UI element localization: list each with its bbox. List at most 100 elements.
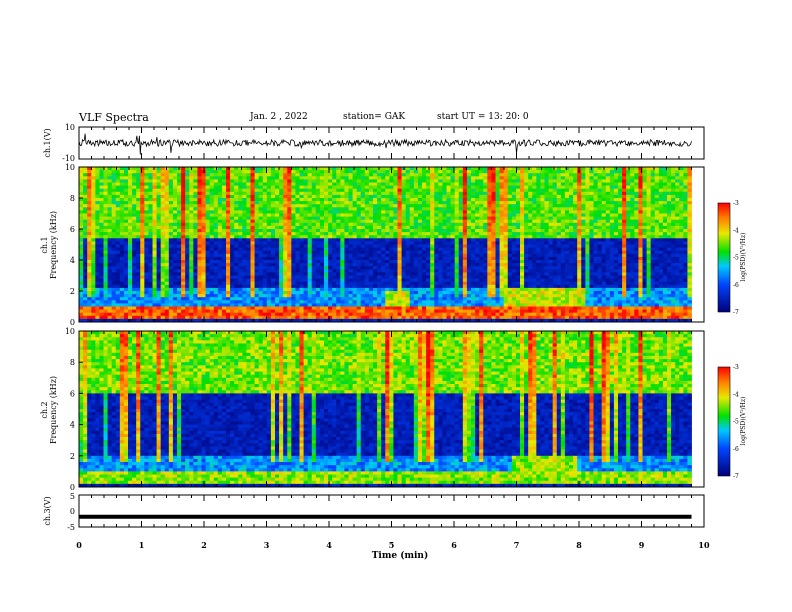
spectrogram-cell [393,263,398,267]
spectrogram-cell [642,185,647,190]
spectrogram-cell [585,173,590,177]
spectrogram-cell [520,198,525,202]
spectrogram-cell [164,191,170,196]
spectrogram-cell [303,176,309,180]
spectrogram-cell [144,247,149,252]
spectrogram-cell [128,244,133,248]
spectrogram-cell [307,179,313,183]
spectrogram-cell [307,210,313,214]
spectrogram-cell [483,250,488,255]
spectrogram-cell [128,256,133,261]
spectrogram-cell [177,241,182,245]
spectrogram-cell [197,201,202,205]
spectrogram-cell [667,229,672,233]
spectrogram-cell [303,247,309,252]
spectrogram-cell [185,232,190,236]
spectrogram-cell [79,185,84,190]
spectrogram-cell [548,263,554,267]
spectrogram-cell [601,253,607,258]
spectrogram-cell [377,219,382,224]
spectrogram-cell [564,260,570,264]
spectrogram-cell [160,222,166,227]
spectrogram-cell [515,219,521,224]
spectrogram-cell [324,191,329,196]
spectrogram-cell [556,210,562,214]
spectrogram-cell [132,256,137,261]
spectrogram-cell [368,266,374,270]
spectrogram-cell [454,176,460,180]
spectrogram-cell [242,167,247,171]
spectrogram-cell [609,176,615,180]
spectrogram-cell [136,167,141,171]
spectrogram-cell [569,238,574,242]
spectrogram-cell [295,222,300,227]
spectrogram-cell [458,250,464,255]
spectrogram-cell [389,185,394,190]
spectrogram-cell [524,191,529,196]
spectrogram-cell [471,244,476,248]
spectrogram-cell [258,219,264,224]
spectrogram-cell [491,235,496,239]
spectrogram-cell [352,238,358,242]
spectrogram-cell [573,229,578,233]
spectrogram-cell [95,213,100,217]
spectrogram-cell [377,216,382,221]
spectrogram-cell [499,229,505,233]
spectrogram-cell [564,263,570,267]
spectrogram-cell [671,198,676,202]
spectrogram-cell [524,235,529,239]
spectrogram-cell [556,204,562,208]
spectrogram-cell [156,188,162,193]
spectrogram-cell [360,173,366,177]
spectrogram-cell [315,185,321,190]
spectrogram-cell [99,198,104,202]
spectrogram-cell [528,170,533,174]
spectrogram-cell [520,213,525,217]
spectrogram-cell [356,191,362,196]
spectrogram-cell [426,244,431,248]
spectrogram-cell [217,225,223,230]
spectrogram-cell [569,167,574,171]
spectrogram-cell [303,213,309,217]
spectrogram-cell [544,263,549,267]
spectrogram-cell [446,241,451,245]
spectrogram-cell [201,194,206,199]
spectrogram-cell [503,188,509,193]
spectrogram-cell [413,250,419,255]
spectrogram-cell [83,194,88,199]
spectrogram-cell [479,250,484,255]
spectrogram-cell [422,222,427,227]
spectrogram-cell [152,198,157,202]
spectrogram-cell [279,263,284,267]
spectrogram-cell [128,201,133,205]
spectrogram-cell [324,204,329,208]
spectrogram-cell [315,194,321,199]
spectrogram-cell [548,235,554,239]
spectrogram-cell [132,229,137,233]
spectrogram-cell [91,191,96,196]
spectrogram-cell [262,191,268,196]
spectrogram-cell [679,201,684,205]
spectrogram-cell [450,263,456,267]
spectrogram-cell [544,241,549,245]
spectrogram-cell [324,173,329,177]
spectrogram-cell [140,263,145,267]
spectrogram-cell [687,250,692,255]
spectrogram-cell [544,238,549,242]
spectrogram-cell [491,167,496,171]
spectrogram-cell [491,232,496,236]
spectrogram-cell [242,232,247,236]
spectrogram-cell [95,238,100,242]
spectrogram-cell [156,235,162,239]
spectrogram-cell [462,253,468,258]
spectrogram-cell [618,167,623,171]
chart-title: VLF Spectra [79,111,149,124]
spectrogram-cell [609,266,615,270]
spectrogram-cell [581,222,586,227]
spectrogram-cell [413,185,419,190]
spectrogram-cell [283,188,288,193]
spectrogram-cell [356,207,362,211]
spectrogram-cell [107,167,113,171]
spectrogram-cell [434,263,439,267]
spectrogram-cell [144,269,149,273]
